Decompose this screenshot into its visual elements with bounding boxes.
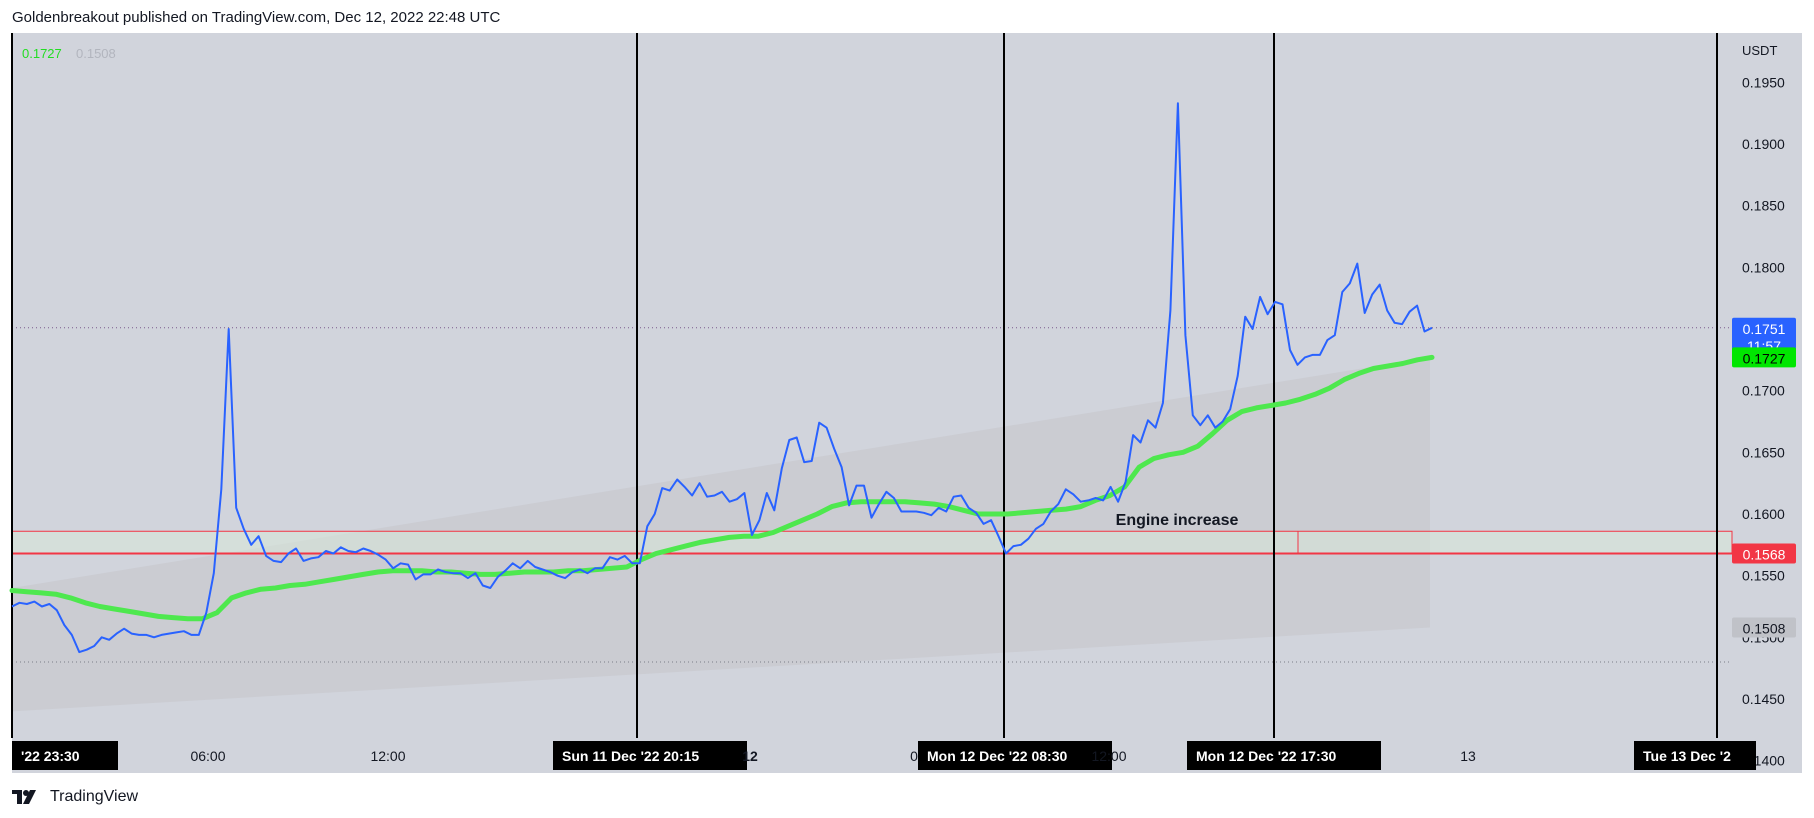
- legend-value-primary: 0.1727: [22, 46, 62, 61]
- price-line: [11, 102, 1433, 654]
- currency-label: USDT: [1742, 43, 1777, 58]
- x-crosshair-label-box: [553, 741, 747, 770]
- y-tick-label: 0.1850: [1742, 198, 1785, 214]
- engine-increase-label: Engine increase: [1116, 512, 1239, 529]
- y-tick-label: 0.1900: [1742, 136, 1785, 152]
- x-crosshair-label-box: [918, 741, 1112, 770]
- x-tick-label: Mon 12 Dec '22 17:30: [1196, 748, 1337, 764]
- x-tick-label: 13: [1460, 748, 1476, 764]
- x-crosshair-label-box: [12, 741, 118, 770]
- tradingview-logo-icon[interactable]: [12, 788, 42, 806]
- dotted-lines: [12, 327, 1732, 663]
- engine-zone: [11, 530, 1733, 555]
- x-tick-label: 12: [742, 748, 758, 764]
- x-axis: '22 23:30 06:00 12:00 Sun 11 Dec '22 20:15 1…: [12, 741, 1756, 770]
- legend-value-secondary: 0.1508: [76, 46, 116, 61]
- y-tick-label: 0.1600: [1742, 506, 1785, 522]
- x-tick-label: 12:00: [1091, 748, 1126, 764]
- x-tick-label: '22 23:30: [21, 748, 80, 764]
- engine-increase-zone[interactable]: [11, 530, 1733, 554]
- last-price-badge-text: 0.1751: [1743, 321, 1786, 337]
- x-tick-label: Tue 13 Dec '2: [1643, 748, 1731, 764]
- y-tick-label: 0.1800: [1742, 259, 1785, 275]
- price-scale: [1732, 33, 1802, 773]
- x-tick-label: 06:00: [190, 748, 225, 764]
- lower-price-badge: [1732, 617, 1796, 638]
- support-price-badge: [1732, 543, 1796, 564]
- series-group: [9, 102, 1435, 654]
- footer: TradingView: [12, 785, 138, 809]
- y-tick-label: 0.1550: [1742, 568, 1785, 584]
- y-tick-label: 0.1450: [1742, 691, 1785, 707]
- lower-price-badge-text: 0.1508: [1743, 620, 1786, 636]
- publish-info: Goldenbreakout published on TradingView.…: [12, 9, 501, 26]
- vertical-lines: [11, 33, 1718, 738]
- y-tick-label: 0.1950: [1742, 74, 1785, 90]
- x-tick-label: Mon 12 Dec '22 08:30: [927, 748, 1068, 764]
- last-price-badge: [1732, 317, 1796, 354]
- ma-price-badge: [1732, 347, 1796, 368]
- support-price-badge-text: 0.1568: [1743, 546, 1786, 562]
- x-crosshair-label-box: [1634, 741, 1756, 770]
- tradingview-brand[interactable]: TradingView: [50, 788, 139, 805]
- x-tick-label: 12:00: [370, 748, 405, 764]
- x-tick-label: Sun 11 Dec '22 20:15: [562, 748, 699, 764]
- x-crosshair-label-box: [1187, 741, 1381, 770]
- y-tick-label: 0.1700: [1742, 383, 1785, 399]
- ma-price-badge-text: 0.1727: [1743, 350, 1786, 366]
- y-tick-label: 0.1650: [1742, 444, 1785, 460]
- moving-average-line: [9, 354, 1435, 622]
- x-tick-label: 0: [910, 748, 918, 764]
- time-axis: [12, 738, 1732, 773]
